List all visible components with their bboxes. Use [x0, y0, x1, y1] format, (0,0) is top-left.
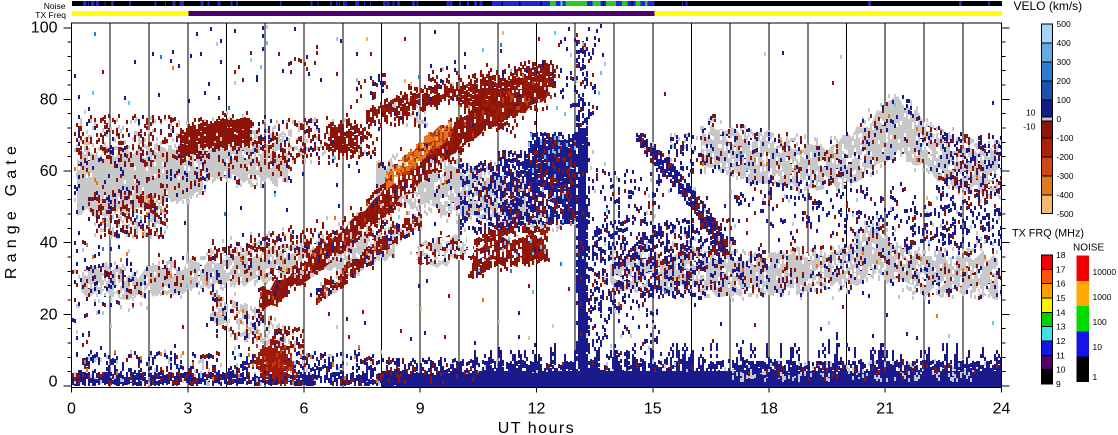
svg-text:20: 20	[40, 306, 58, 323]
svg-text:3: 3	[183, 401, 192, 418]
svg-text:12: 12	[1056, 336, 1066, 346]
svg-text:6: 6	[300, 401, 309, 418]
svg-text:TX Freq: TX Freq	[35, 10, 66, 20]
svg-text:0: 0	[1057, 114, 1062, 124]
svg-text:NOISE: NOISE	[1073, 243, 1104, 254]
svg-text:13: 13	[1056, 322, 1066, 332]
svg-text:100: 100	[1057, 95, 1071, 105]
svg-text:18: 18	[1056, 250, 1066, 260]
svg-text:9: 9	[1056, 379, 1061, 389]
svg-text:14: 14	[1056, 307, 1066, 317]
svg-text:UT hours: UT hours	[498, 420, 576, 435]
svg-text:10: 10	[1056, 365, 1066, 375]
svg-text:200: 200	[1057, 76, 1071, 86]
svg-text:10: 10	[1093, 342, 1103, 352]
svg-text:-100: -100	[1057, 133, 1074, 143]
svg-text:400: 400	[1057, 38, 1071, 48]
svg-text:-10: -10	[1023, 121, 1036, 131]
svg-text:15: 15	[644, 401, 662, 418]
svg-text:TX FRQ (MHz): TX FRQ (MHz)	[1012, 228, 1084, 240]
svg-text:0: 0	[49, 374, 58, 391]
svg-text:16: 16	[1056, 279, 1066, 289]
svg-text:17: 17	[1056, 264, 1066, 274]
svg-text:40: 40	[40, 235, 58, 252]
svg-text:60: 60	[40, 163, 58, 180]
svg-text:10000: 10000	[1093, 267, 1117, 277]
svg-text:1: 1	[1093, 372, 1098, 382]
svg-text:12: 12	[528, 401, 546, 418]
svg-text:21: 21	[876, 401, 894, 418]
svg-text:11: 11	[1056, 350, 1065, 360]
svg-text:-400: -400	[1057, 190, 1074, 200]
svg-text:0: 0	[67, 401, 76, 418]
svg-text:-500: -500	[1057, 209, 1074, 219]
svg-text:18: 18	[760, 401, 778, 418]
svg-text:Noise: Noise	[44, 1, 66, 11]
svg-text:10: 10	[1026, 107, 1036, 117]
svg-text:Range Gate: Range Gate	[3, 141, 20, 279]
svg-text:80: 80	[40, 91, 58, 108]
svg-text:500: 500	[1057, 19, 1071, 29]
svg-text:-200: -200	[1057, 152, 1074, 162]
svg-text:9: 9	[416, 401, 425, 418]
svg-text:24: 24	[993, 401, 1011, 418]
svg-text:-300: -300	[1057, 171, 1074, 181]
svg-text:1000: 1000	[1093, 292, 1112, 302]
svg-text:100: 100	[31, 20, 58, 37]
svg-text:15: 15	[1056, 293, 1066, 303]
svg-text:300: 300	[1057, 57, 1071, 67]
svg-text:100: 100	[1093, 317, 1107, 327]
svg-text:VELO (km/s): VELO (km/s)	[1014, 0, 1083, 13]
